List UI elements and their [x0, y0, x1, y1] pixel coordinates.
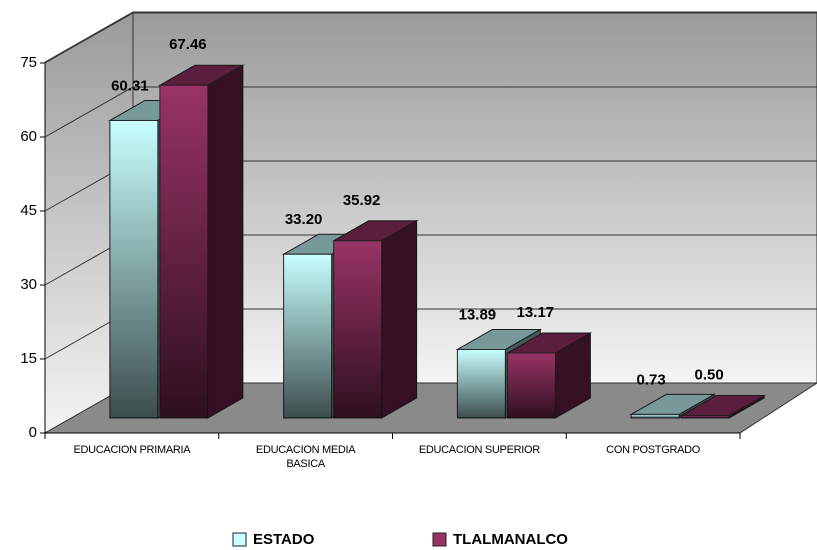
x-tick-label: EDUCACION PRIMARIA [73, 444, 191, 456]
y-tick-label: 15 [20, 350, 37, 367]
bar-shade [109, 120, 158, 418]
legend-label: TLALMANALCO [453, 531, 568, 548]
bar-top-shade [631, 394, 715, 415]
legend-swatch [432, 532, 447, 547]
value-label: 0.50 [695, 367, 724, 384]
y-tick-label: 0 [29, 424, 37, 441]
bar-top-shade [457, 329, 541, 350]
bar-shade [631, 414, 680, 418]
legend-label: ESTADO [253, 531, 315, 548]
y-tick-label: 60 [20, 128, 37, 145]
bar-top-shade [159, 65, 243, 86]
y-tick-label: 75 [20, 54, 37, 71]
value-label: 0.73 [637, 371, 666, 388]
value-label: 33.20 [285, 211, 323, 228]
value-label: 35.92 [343, 192, 381, 209]
y-tick-label: 45 [20, 202, 37, 219]
bar-shade [457, 349, 506, 418]
value-label: 60.31 [111, 77, 149, 94]
bar-shade [681, 415, 730, 418]
grid-line [44, 86, 134, 138]
y-tick-label: 30 [20, 276, 37, 293]
x-tick-label: CON POSTGRADO [606, 444, 701, 456]
value-label: 13.17 [517, 304, 555, 321]
legend-swatch [232, 532, 247, 547]
bar-side-shade [729, 395, 765, 418]
value-label: 13.89 [459, 306, 497, 323]
bar-side-shade [381, 220, 417, 418]
bar-shade [159, 85, 208, 419]
x-tick-label: EDUCACION MEDIA BASICA [255, 444, 356, 470]
bar-shade [283, 254, 332, 418]
bar-top-shade [681, 395, 765, 416]
grid-line [44, 12, 134, 64]
bar-shade [507, 353, 556, 418]
bar-top-shade [333, 220, 417, 241]
bar-side-shade [207, 65, 243, 419]
bar-shade [333, 240, 382, 418]
bar-side-shade [555, 333, 591, 418]
value-label: 67.46 [169, 36, 207, 53]
bar-top-shade [507, 333, 591, 354]
x-tick-label: EDUCACION SUPERIOR [418, 444, 540, 456]
